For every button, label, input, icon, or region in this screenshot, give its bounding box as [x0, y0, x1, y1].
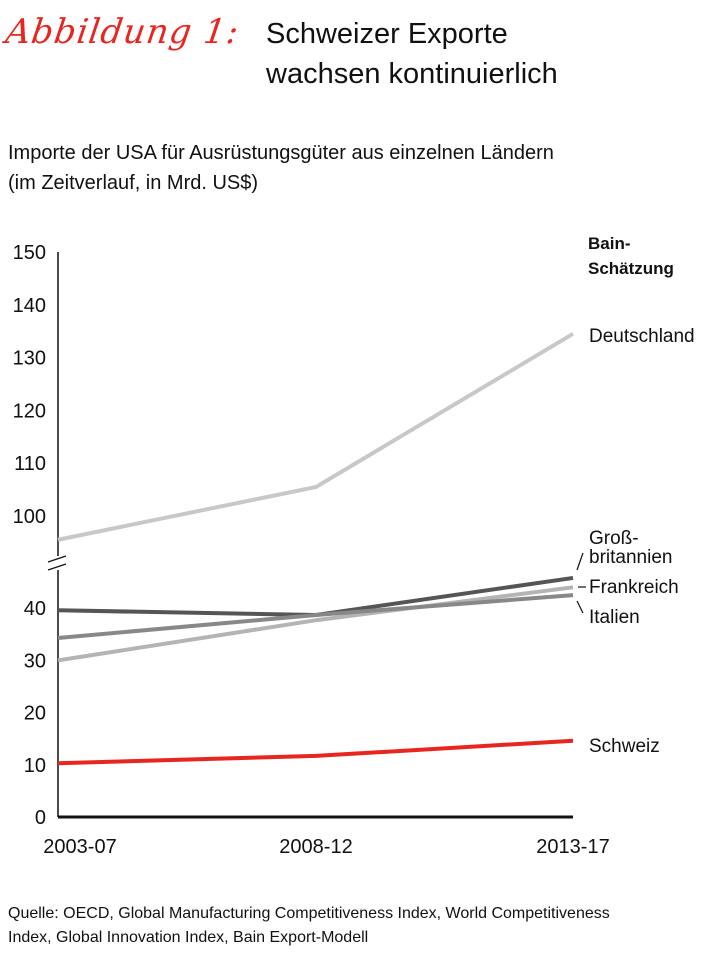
label-grossbritannien-2: britannien — [589, 547, 672, 568]
chart-subtitle: Importe der USA für Ausrüstungsgüter aus… — [8, 138, 554, 198]
y-tick-label: 0 — [35, 807, 46, 829]
subtitle-line-1: Importe der USA für Ausrüstungsgüter aus… — [8, 142, 554, 164]
chart-title: Schweizer Exporte wachsen kontinuierlich — [266, 14, 558, 94]
source-note: Quelle: OECD, Global Manufacturing Compe… — [8, 902, 610, 950]
label-deutschland: Deutschland — [589, 326, 695, 347]
series-line-deutschland — [57, 332, 575, 542]
label-schweiz: Schweiz — [589, 736, 660, 757]
y-tick-label: 120 — [13, 400, 46, 422]
series-line-italien — [57, 593, 574, 640]
annotation-line-1: Bain- — [588, 234, 631, 253]
label-grossbritannien-1: Groß- — [589, 528, 639, 549]
y-tick-label: 40 — [24, 598, 46, 620]
title-line-1: Schweizer Exporte — [266, 18, 508, 50]
axis-break-mark — [47, 563, 67, 571]
subtitle-line-2: (im Zeitverlauf, in Mrd. US$) — [8, 172, 259, 194]
leader-line — [576, 600, 584, 614]
series-line-frankreich — [57, 585, 574, 663]
y-tick-label: 110 — [14, 453, 46, 475]
x-tick-label: 2013-17 — [536, 836, 609, 858]
y-tick-label: 30 — [24, 650, 46, 672]
source-line-1: Quelle: OECD, Global Manufacturing Compe… — [8, 905, 610, 922]
y-tick-label: 10 — [24, 755, 46, 777]
leader-line — [576, 552, 584, 571]
y-tick-label: 140 — [13, 295, 46, 317]
x-tick-label: 2008-12 — [279, 836, 352, 858]
annotation-line-2: Schätzung — [588, 259, 674, 278]
y-tick-label: 150 — [13, 242, 46, 264]
title-line-2: wachsen kontinuierlich — [266, 58, 558, 90]
y-tick-label: 130 — [13, 348, 46, 370]
y-tick-label: 100 — [13, 506, 46, 528]
label-italien: Italien — [589, 607, 640, 628]
label-frankreich: Frankreich — [589, 577, 679, 598]
series-line-schweiz — [57, 738, 574, 766]
source-line-2: Index, Global Innovation Index, Bain Exp… — [8, 929, 369, 946]
axis-break-mark — [47, 555, 67, 563]
x-tick-label: 2003-07 — [43, 836, 116, 858]
y-tick-label: 20 — [24, 703, 46, 725]
